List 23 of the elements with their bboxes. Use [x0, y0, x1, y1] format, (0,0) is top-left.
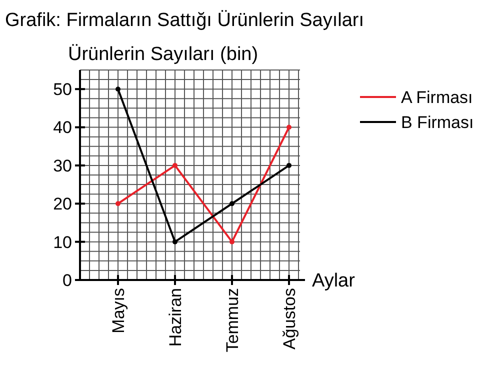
- legend-label: B Firması: [401, 112, 474, 132]
- y-tick-label: 10: [53, 232, 72, 252]
- y-tick-label: 0: [62, 270, 72, 290]
- x-tick-label: Ağustos: [280, 288, 299, 350]
- x-tick-label: Haziran: [166, 288, 185, 347]
- legend-label: A Firması: [401, 88, 473, 107]
- chart-title: Grafik: Firmaların Sattığı Ürünlerin Sayıları: [5, 10, 364, 31]
- y-tick-label: 40: [53, 118, 72, 138]
- x-axis-title: Aylar: [312, 270, 356, 292]
- y-axis-title: Ürünlerin Sayıları (bin): [68, 44, 258, 65]
- point: [286, 162, 292, 168]
- point: [172, 239, 178, 244]
- point: [116, 86, 120, 92]
- point: [286, 124, 292, 130]
- point: [230, 201, 234, 206]
- y-tick-label: 50: [53, 80, 72, 100]
- point: [172, 162, 178, 168]
- y-tick-label: 30: [53, 156, 72, 176]
- x-tick-label: Mayıs: [108, 288, 128, 334]
- point: [116, 201, 120, 206]
- x-tick-label: Temmuz: [222, 288, 242, 352]
- y-tick-label: 20: [53, 194, 72, 214]
- point: [230, 239, 234, 244]
